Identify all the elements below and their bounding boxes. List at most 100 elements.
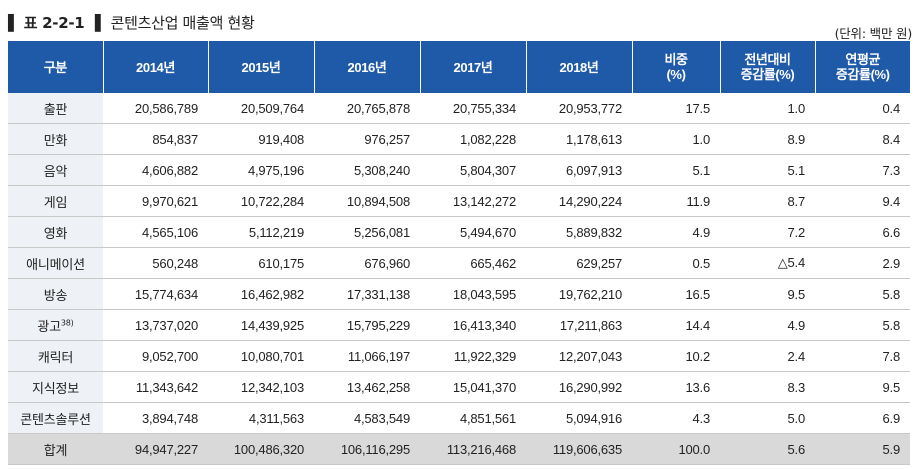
column-header-line2: 증감률(%) — [740, 67, 795, 82]
table-row: 애니메이션 560,248 610,175 676,960 665,462 629,257… — [8, 247, 910, 279]
category-cell: 영화 — [8, 216, 103, 248]
value-cell: 5.6 — [720, 433, 815, 465]
value-cell: 4.3 — [632, 402, 720, 434]
value-cell: 919,408 — [208, 123, 314, 155]
value-cell: 854,837 — [103, 123, 208, 155]
value-cell: 9,052,700 — [103, 340, 208, 372]
value-cell: 5.1 — [632, 154, 720, 186]
value-cell: 5,889,832 — [526, 216, 632, 248]
table-row: 음악 4,606,882 4,975,196 5,308,240 5,804,307 6,… — [8, 154, 910, 186]
value-cell: 0.4 — [815, 93, 910, 124]
category-label: 광고 — [37, 319, 61, 335]
column-header-line1: 2017년 — [453, 59, 493, 75]
value-cell: 12,342,103 — [208, 371, 314, 403]
value-cell: 17,211,863 — [526, 309, 632, 341]
value-cell: 4,311,563 — [208, 402, 314, 434]
value-cell: 9.5 — [815, 371, 910, 403]
value-cell: 11.9 — [632, 185, 720, 217]
table-row: 출판 20,586,789 20,509,764 20,765,878 20,755,3… — [8, 93, 910, 124]
category-cell: 음악 — [8, 154, 103, 186]
value-cell: 4,851,561 — [420, 402, 526, 434]
category-label: 게임 — [43, 195, 68, 211]
value-cell: 1.0 — [720, 93, 815, 124]
value-cell: 13,142,272 — [420, 185, 526, 217]
value-cell: 4.9 — [720, 309, 815, 341]
column-header: 2016년 — [313, 41, 420, 93]
value-cell: △5.4 — [720, 247, 815, 279]
category-label: 합계 — [43, 443, 68, 459]
column-header-line1: 2014년 — [136, 59, 175, 75]
category-label: 영화 — [43, 226, 68, 242]
value-cell: 8.4 — [815, 123, 910, 155]
column-header-line2: 증감률(%) — [835, 67, 890, 82]
value-cell: 11,066,197 — [314, 340, 420, 372]
value-cell: 15,774,634 — [103, 278, 208, 310]
category-label: 콘텐츠솔루션 — [20, 412, 91, 428]
column-header-line1: 전년대비 — [744, 52, 791, 67]
value-cell: 10.2 — [632, 340, 720, 372]
value-cell: 119,606,635 — [526, 433, 632, 465]
category-cell: 콘텐츠솔루션 — [8, 402, 103, 434]
value-cell: 2.9 — [815, 247, 910, 279]
column-header: 구분 — [8, 41, 103, 93]
table-number: 표 2-2-1 — [23, 14, 85, 32]
value-cell: 5.1 — [720, 154, 815, 186]
value-cell: 5,494,670 — [420, 216, 526, 248]
value-cell: 16,413,340 — [420, 309, 526, 341]
table-row: 콘텐츠솔루션 3,894,748 4,311,563 4,583,549 4,851,5… — [8, 402, 910, 434]
value-cell: 8.3 — [720, 371, 815, 403]
value-cell: 11,343,642 — [103, 371, 208, 403]
value-cell: 5,256,081 — [314, 216, 420, 248]
value-cell: 13,737,020 — [103, 309, 208, 341]
column-header: 2018년 — [525, 41, 632, 93]
value-cell: 106,116,295 — [314, 433, 420, 465]
value-cell: 7.8 — [815, 340, 910, 372]
value-cell: 20,586,789 — [103, 93, 208, 124]
category-label: 지식정보 — [31, 381, 80, 397]
total-row: 합계 94,947,227 100,486,320 106,116,295 113,21… — [8, 433, 910, 465]
value-cell: 17,331,138 — [314, 278, 420, 310]
value-cell: 5.8 — [815, 278, 910, 310]
value-cell: 8.9 — [720, 123, 815, 155]
table-row: 영화 4,565,106 5,112,219 5,256,081 5,494,670 5,… — [8, 216, 910, 248]
value-cell: 665,462 — [420, 247, 526, 279]
column-header-line2: (%) — [666, 67, 686, 82]
value-cell: 15,795,229 — [314, 309, 420, 341]
value-cell: 3,894,748 — [103, 402, 208, 434]
value-cell: 14,439,925 — [208, 309, 314, 341]
value-cell: 100,486,320 — [208, 433, 314, 465]
footnote-marker: 38) — [60, 318, 74, 328]
title-row: ▌ 표 2-2-1 ▌ 콘텐츠산업 매출액 현황 (단위: 백만 원) — [8, 6, 912, 41]
value-cell: 610,175 — [208, 247, 314, 279]
category-cell: 광고38) — [8, 309, 103, 341]
value-cell: 5,308,240 — [314, 154, 420, 186]
table-row: 게임 9,970,621 10,722,284 10,894,508 13,142,27… — [8, 185, 910, 217]
column-header: 비중 (%) — [631, 41, 720, 93]
value-cell: 113,216,468 — [420, 433, 526, 465]
value-cell: 6,097,913 — [526, 154, 632, 186]
value-cell: 9,970,621 — [103, 185, 208, 217]
value-cell: 9.4 — [815, 185, 910, 217]
revenue-table: 구분 2014년 2015년 2016년 2017년 2018년 비중 (%) 전년대비 증감률(… — [8, 41, 910, 465]
category-label: 애니메이션 — [26, 257, 85, 273]
value-cell: 14.4 — [632, 309, 720, 341]
column-header-line1: 2018년 — [559, 59, 599, 75]
value-cell: 94,947,227 — [103, 433, 208, 465]
value-cell: 676,960 — [314, 247, 420, 279]
value-cell: 4,975,196 — [208, 154, 314, 186]
value-cell: 1.0 — [632, 123, 720, 155]
column-header-line1: 연평균 — [845, 52, 881, 67]
value-cell: 12,207,043 — [526, 340, 632, 372]
value-cell: 976,257 — [314, 123, 420, 155]
value-cell: 10,894,508 — [314, 185, 420, 217]
category-cell: 만화 — [8, 123, 103, 155]
category-label: 캐릭터 — [37, 350, 74, 366]
table-row: 광고38) 13,737,020 14,439,925 15,795,229 16,41… — [8, 309, 910, 341]
value-cell: 1,082,228 — [420, 123, 526, 155]
value-cell: 560,248 — [103, 247, 208, 279]
value-cell: 4,565,106 — [103, 216, 208, 248]
value-cell: 20,755,334 — [420, 93, 526, 124]
category-cell: 방송 — [8, 278, 103, 310]
value-cell: 7.2 — [720, 216, 815, 248]
column-header-line1: 비중 — [664, 52, 688, 67]
